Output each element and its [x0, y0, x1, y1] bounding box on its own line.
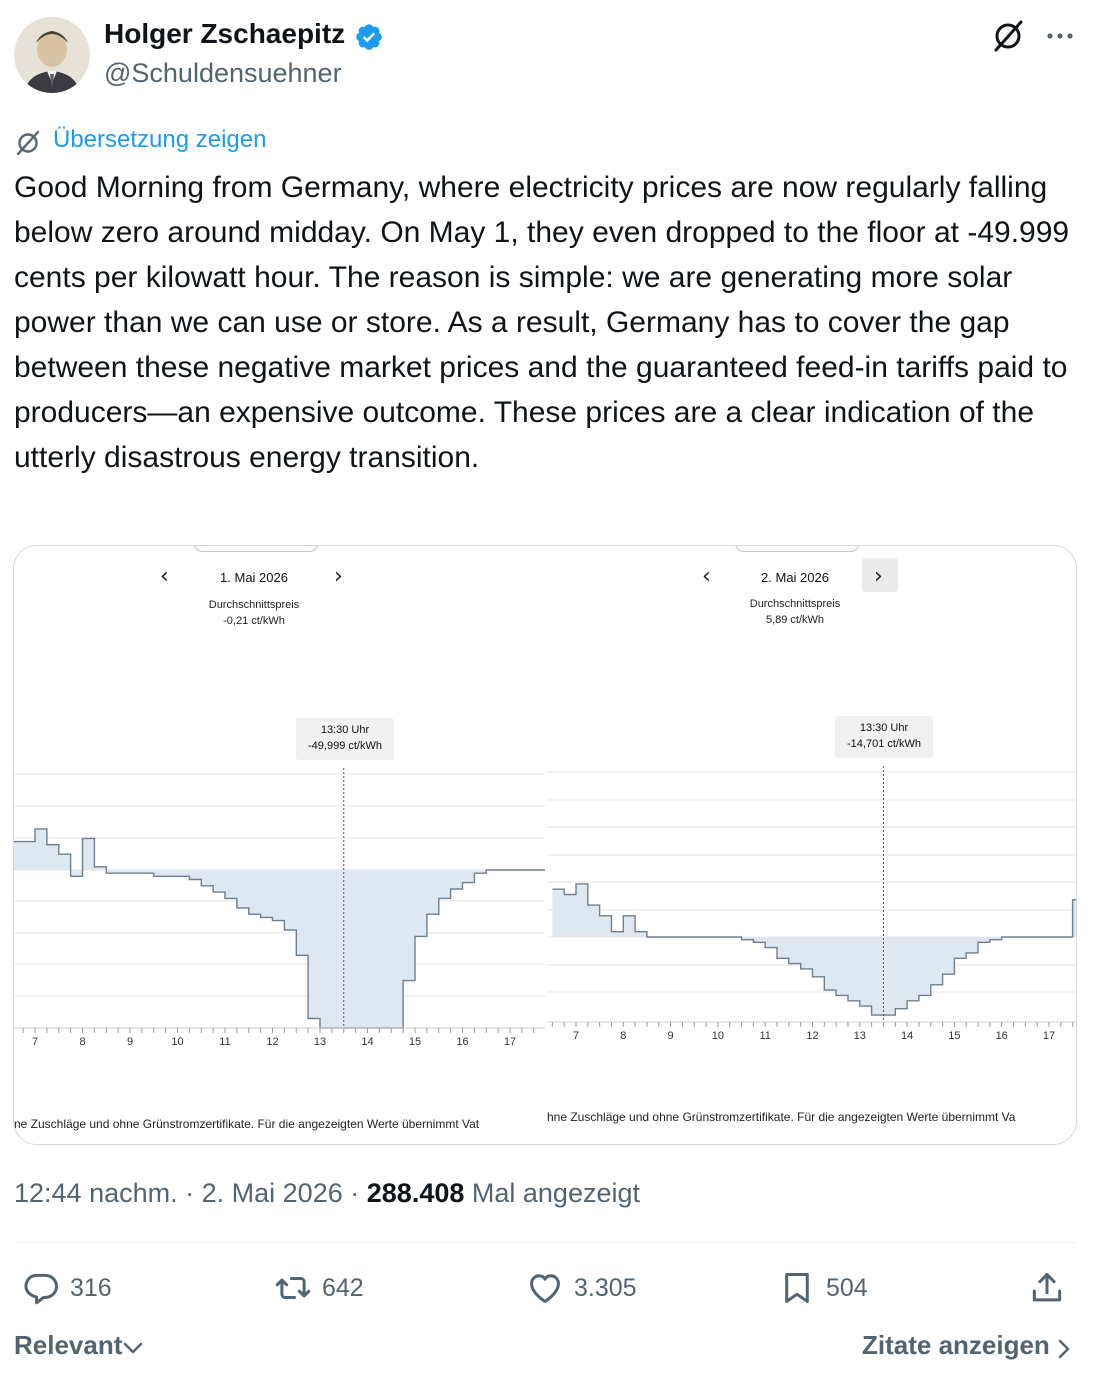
x-tick-label: 17: [503, 1036, 517, 1048]
x-tick-label: 10: [171, 1036, 184, 1048]
view-count-label: Mal angezeigt: [471, 1178, 640, 1208]
divider: [14, 1242, 1076, 1243]
average-price-value: -0,21 ct/kWh: [223, 615, 285, 627]
price-chart-may-1: [14, 768, 545, 1033]
chevron-down-icon[interactable]: [122, 1340, 144, 1356]
repost-count: 642: [322, 1273, 364, 1302]
chart-panel-may-1[interactable]: ‹ 1. Mai 2026 › Durchschnittspreis -0,21…: [14, 546, 545, 1144]
x-tick-label: 15: [948, 1030, 961, 1042]
share-icon: [1032, 1273, 1062, 1302]
x-tick-label: 12: [266, 1036, 279, 1048]
average-price-value: 5,89 ct/kWh: [765, 614, 825, 626]
tooltip-time: 13:30 Uhr: [320, 724, 370, 736]
chart-tooltip: 13:30 Uhr -14,701 ct/kWh: [835, 716, 933, 758]
chart-footnote: ne Zuschläge und ohne Grünstromzertifika…: [14, 1117, 480, 1131]
tweet-text: Good Morning from Germany, where electri…: [14, 171, 1070, 474]
x-tick-label: 9: [667, 1030, 674, 1042]
x-tick-label: 14: [361, 1036, 374, 1048]
chart-tooltip: 13:30 Uhr -49,999 ct/kWh: [296, 718, 394, 760]
x-tick-label: 13: [853, 1030, 866, 1042]
like-button[interactable]: 3.305: [526, 1266, 637, 1310]
reply-bubble-icon: [24, 1273, 59, 1305]
x-tick-label: 13: [313, 1036, 327, 1048]
x-tick-label: 16: [456, 1036, 469, 1048]
meta-separator: ·: [185, 1178, 195, 1208]
x-tick-label: 12: [806, 1030, 819, 1042]
tooltip-price: -14,701 ct/kWh: [847, 738, 921, 750]
tweet-time[interactable]: 12:44 nachm.: [14, 1178, 178, 1208]
next-day-arrow-icon: ›: [874, 564, 883, 589]
verified-badge-icon[interactable]: [354, 22, 384, 52]
reply-count: 316: [70, 1273, 112, 1302]
tooltip-price: -49,999 ct/kWh: [308, 740, 382, 752]
chart-panel-may-2[interactable]: ‹ 2. Mai 2026 › Durchschnittspreis 5,89 …: [547, 546, 1076, 1144]
author-handle[interactable]: @Schuldensuehner: [104, 58, 342, 88]
more-dots-icon[interactable]: [1042, 18, 1078, 54]
x-tick-label: 16: [995, 1030, 1008, 1042]
author-avatar[interactable]: [14, 17, 90, 93]
x-tick-label: 11: [219, 1036, 231, 1048]
x-tick-label: 8: [79, 1036, 86, 1048]
bookmark-count: 504: [826, 1273, 868, 1302]
x-tick-label: 7: [572, 1030, 580, 1042]
chart-footnote: hne Zuschläge und ohne Grünstromzertifik…: [547, 1110, 1016, 1124]
price-line: [552, 883, 1076, 1016]
tweet-date[interactable]: 2. Mai 2026: [201, 1178, 343, 1208]
x-tick-label: 17: [1042, 1030, 1056, 1042]
tweet-media[interactable]: ‹ 1. Mai 2026 › Durchschnittspreis -0,21…: [13, 545, 1077, 1145]
next-day-button: [862, 558, 898, 592]
average-price-label: Durchschnittspreis: [208, 599, 300, 611]
grok-translate-icon: [14, 129, 42, 157]
x-tick-label: 11: [759, 1030, 771, 1042]
price-area: [552, 883, 1076, 1016]
x-tick-label: 7: [31, 1036, 39, 1048]
tweet-meta: 12:44 nachm. · 2. Mai 2026 · 288.408 Mal…: [14, 1178, 640, 1209]
chart-date: 2. Mai 2026: [761, 570, 829, 585]
show-translation-link[interactable]: Übersetzung zeigen: [53, 126, 267, 153]
author-name[interactable]: Holger Zschaepitz: [104, 18, 346, 49]
grok-icon[interactable]: [990, 18, 1026, 54]
bookmark-button[interactable]: 504: [778, 1266, 868, 1310]
bookmark-icon: [785, 1273, 809, 1303]
share-button[interactable]: [1028, 1266, 1066, 1310]
x-tick-label: 10: [711, 1030, 725, 1042]
prev-day-arrow-icon: ‹: [702, 564, 711, 589]
chart-date: 1. Mai 2026: [220, 570, 288, 585]
repost-button[interactable]: 642: [274, 1266, 364, 1310]
view-count: 288.408: [366, 1178, 465, 1208]
reply-button[interactable]: 316: [22, 1266, 112, 1310]
heart-icon: [530, 1274, 560, 1303]
price-area: [14, 828, 545, 1028]
price-chart-may-2: [547, 766, 1076, 1027]
meta-separator: ·: [350, 1178, 360, 1208]
chevron-right-icon[interactable]: [1056, 1338, 1072, 1360]
x-tick-label: 15: [408, 1036, 422, 1048]
x-tick-label: 14: [900, 1030, 914, 1042]
sort-replies-dropdown[interactable]: Relevant: [14, 1330, 123, 1360]
average-price-label: Durchschnittspreis: [749, 598, 841, 610]
tooltip-time: 13:30 Uhr: [859, 722, 909, 734]
prev-day-arrow-icon: ‹: [160, 564, 169, 589]
view-quotes-link[interactable]: Zitate anzeigen: [862, 1330, 1050, 1360]
price-line: [14, 828, 545, 1029]
like-count: 3.305: [574, 1273, 637, 1302]
x-tick-label: 9: [126, 1036, 134, 1048]
next-day-arrow-icon: ›: [334, 564, 343, 589]
x-tick-label: 8: [620, 1030, 627, 1042]
repost-icon: [275, 1276, 311, 1300]
